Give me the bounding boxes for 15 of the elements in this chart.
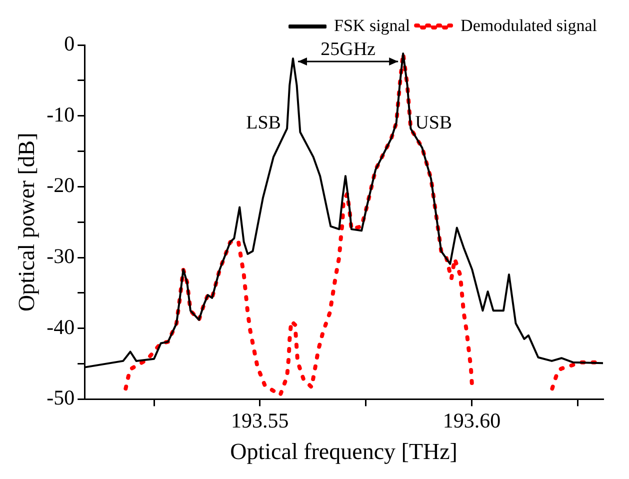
y-tick-label: -20 (46, 173, 75, 198)
y-axis-title: Optical power [dB] (14, 132, 39, 312)
legend-label: FSK signal (334, 16, 410, 35)
y-tick-label: -50 (46, 386, 75, 410)
y-tick-label: 0 (64, 32, 75, 56)
x-tick-label: 193.55 (231, 408, 289, 432)
annotation: 25GHz (320, 38, 376, 60)
y-tick-label: -10 (46, 102, 75, 126)
annotation: USB (415, 112, 452, 134)
annotation: LSB (246, 112, 281, 134)
y-tick-label: -30 (46, 244, 75, 268)
x-tick-label: 193.60 (442, 408, 501, 432)
y-tick-label: -40 (46, 314, 75, 339)
legend-label: Demodulated signal (460, 16, 598, 35)
x-axis-title: Optical frequency [THz] (230, 439, 458, 464)
